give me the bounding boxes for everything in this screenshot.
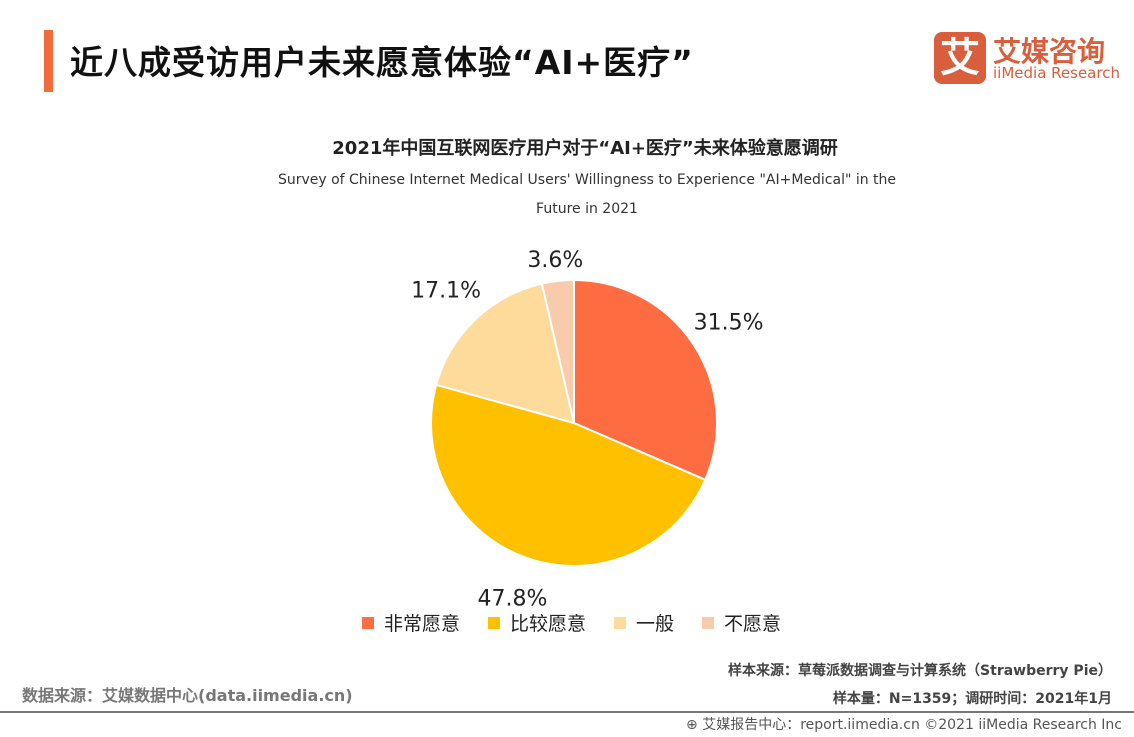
pie-slice-2 (434, 282, 576, 425)
legend-label: 比较愿意 (510, 613, 587, 635)
footer-report-text: 艾媒报告中心：report.iimedia.cn ©2021 iiMedia R… (702, 717, 1122, 733)
sample-source: 样本来源：草莓派数据调查与计算系统（Strawberry Pie） (728, 663, 1112, 679)
legend-swatch (702, 616, 715, 629)
pie-slice-3 (540, 278, 575, 424)
logo-en: iiMedia Research (993, 64, 1120, 82)
chart-subtitle: Survey of Chinese Internet Medical Users… (277, 172, 897, 217)
globe-icon: ⊕ (686, 717, 703, 733)
data-label-2: 17.1% (411, 278, 481, 303)
pie-slice-0 (573, 278, 718, 482)
legend-item: 不愿意 (702, 609, 781, 636)
legend-label: 不愿意 (724, 613, 782, 635)
data-source: 数据来源：艾媒数据中心(data.iimedia.cn) (22, 686, 353, 705)
legend-swatch (488, 616, 501, 629)
sample-size: 样本量：N=1359；调研时间：2021年1月 (832, 691, 1112, 707)
pie-slice-1 (430, 383, 707, 567)
data-label-1: 47.8% (477, 586, 547, 611)
logo-cn: 艾媒咨询 (993, 35, 1106, 68)
legend-swatch (614, 616, 627, 629)
legend-label: 一般 (636, 613, 675, 635)
footer-report: ⊕ 艾媒报告中心：report.iimedia.cn ©2021 iiMedia… (686, 714, 1122, 734)
legend-item: 一般 (614, 609, 674, 636)
legend: 非常愿意 比较愿意 一般 不愿意 (362, 609, 781, 636)
chart-title: 2021年中国互联网医疗用户对于“AI+医疗”未来体验意愿调研 (332, 138, 838, 159)
title-accent-bar (44, 30, 53, 92)
data-label-3: 3.6% (527, 248, 583, 273)
legend-swatch (362, 616, 374, 629)
page-title: 近八成受访用户未来愿意体验“AI+医疗” (70, 43, 694, 82)
footer-divider (0, 711, 1134, 713)
logo-mark: 艾 (934, 32, 986, 84)
legend-item: 非常愿意 (362, 609, 460, 636)
legend-label: 非常愿意 (384, 613, 461, 635)
legend-item: 比较愿意 (488, 609, 586, 636)
data-label-0: 31.5% (694, 310, 764, 335)
